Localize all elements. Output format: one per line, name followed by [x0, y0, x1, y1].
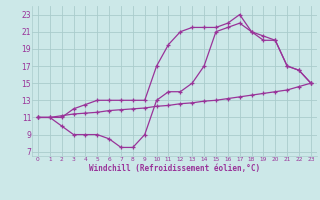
X-axis label: Windchill (Refroidissement éolien,°C): Windchill (Refroidissement éolien,°C) [89, 164, 260, 173]
